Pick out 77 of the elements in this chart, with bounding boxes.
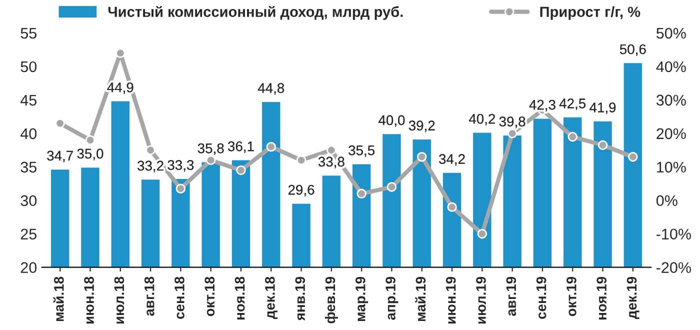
x-tick-label: июн.19 xyxy=(446,276,456,324)
legend-label: Прирост г/г, % xyxy=(540,6,640,20)
point xyxy=(598,140,608,150)
point xyxy=(146,145,156,156)
point xyxy=(628,152,638,162)
y2-tick-label: 0% xyxy=(656,195,678,206)
data-label: 42,5 xyxy=(559,98,586,110)
x-tick-label: май.19 xyxy=(415,276,426,322)
point xyxy=(266,142,276,152)
point xyxy=(417,152,427,162)
data-label: 41,9 xyxy=(590,102,616,114)
x-tick-label: мар.19 xyxy=(355,276,368,321)
data-label: 33,2 xyxy=(138,160,164,172)
data-label: 44,9 xyxy=(107,82,134,94)
data-label: 39,2 xyxy=(408,120,435,132)
data-label: 35,5 xyxy=(348,145,375,157)
data-label: 33,8 xyxy=(318,156,344,168)
x-tick-label: окт.18 xyxy=(204,276,215,316)
y-tick-label: 55 xyxy=(20,28,36,39)
point xyxy=(116,48,126,58)
data-label: 35,8 xyxy=(198,143,224,155)
x-tick-label: ноя.19 xyxy=(596,276,606,320)
data-label: 35,0 xyxy=(77,148,104,160)
point xyxy=(296,155,306,166)
point xyxy=(447,202,457,212)
data-label: 44,8 xyxy=(258,83,284,95)
data-label: 40,2 xyxy=(468,114,495,126)
y2-tick-label: 30% xyxy=(656,94,686,106)
point xyxy=(477,228,488,239)
point xyxy=(507,128,518,138)
point xyxy=(206,155,216,166)
y-tick-label: 45 xyxy=(20,94,36,106)
data-label: 34,2 xyxy=(439,154,465,166)
x-tick-label: июл.19 xyxy=(476,276,486,324)
y2-tick-label: 40% xyxy=(656,61,686,72)
point xyxy=(568,132,578,142)
point xyxy=(85,135,96,145)
y-tick-label: 20 xyxy=(20,262,37,273)
data-label: 50,6 xyxy=(620,44,646,56)
point xyxy=(356,188,366,199)
y2-tick-label: 10% xyxy=(657,162,686,173)
x-tick-label: дек.18 xyxy=(265,276,278,320)
data-label: 39,8 xyxy=(499,116,526,128)
y2-tick-label: 50% xyxy=(656,28,686,39)
y-tick-label: 25 xyxy=(20,228,36,240)
x-tick-label: сен.18 xyxy=(174,276,184,319)
x-tick-label: янв.19 xyxy=(295,276,306,321)
legend-label: Чистый комиссионный доход, млрд руб. xyxy=(108,6,403,20)
x-tick-label: фев.19 xyxy=(324,276,338,324)
data-label: 36,1 xyxy=(228,141,254,153)
y2-tick-label: 20% xyxy=(656,128,686,140)
data-label: 34,7 xyxy=(47,150,73,162)
data-label: 29,6 xyxy=(288,184,314,196)
x-tick-label: май.18 xyxy=(53,276,64,322)
data-label: 42,3 xyxy=(529,100,556,112)
x-tick-label: окт.19 xyxy=(566,276,576,316)
y-tick-label: 50 xyxy=(20,61,37,72)
point xyxy=(236,165,246,176)
x-tick-label: ноя.18 xyxy=(234,276,245,320)
y-tick-label: 35 xyxy=(20,162,36,173)
point xyxy=(55,118,65,128)
x-tick-label: июл.18 xyxy=(114,276,124,324)
x-tick-label: дек.19 xyxy=(626,276,640,320)
x-tick-label: июн.18 xyxy=(84,276,94,324)
data-label: 40,0 xyxy=(378,115,405,127)
y-tick-label: 40 xyxy=(20,128,37,140)
y2-tick-label: -20% xyxy=(656,262,691,273)
y-tick-label: 30 xyxy=(20,195,37,206)
point xyxy=(326,145,336,156)
x-tick-label: сен.19 xyxy=(536,276,546,319)
x-tick-label: авг.18 xyxy=(144,276,154,316)
x-tick-label: авг.19 xyxy=(506,276,516,316)
point xyxy=(176,184,186,194)
data-label: 33,3 xyxy=(168,160,194,172)
point xyxy=(386,182,397,192)
y2-tick-label: -10% xyxy=(656,228,691,240)
x-tick-label: апр.19 xyxy=(386,276,398,320)
